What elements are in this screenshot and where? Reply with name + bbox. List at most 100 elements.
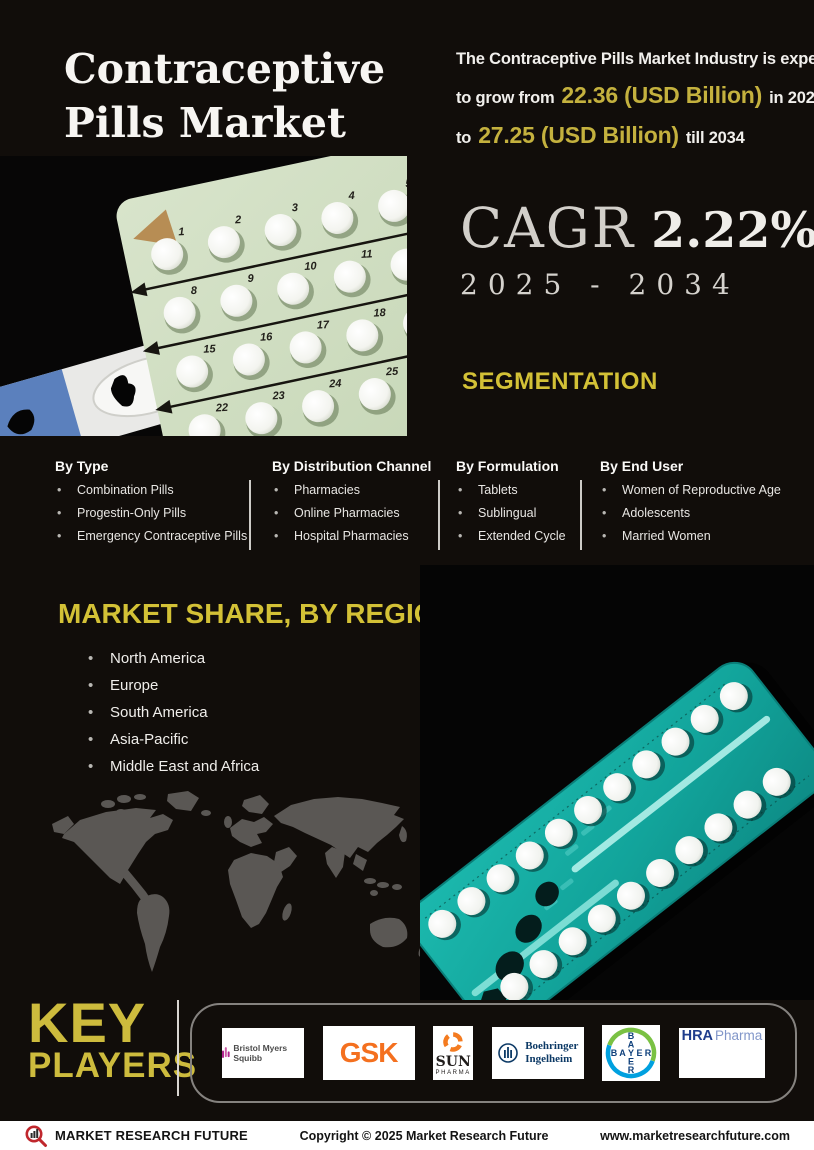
market-value-2025: 22.36 (USD Billion) — [561, 82, 763, 108]
world-map — [52, 791, 430, 972]
segmentation-column-enduser: By End User Women of Reproductive Age Ad… — [600, 458, 805, 552]
bms-hand-icon — [222, 1047, 230, 1058]
svg-text:18: 18 — [373, 307, 387, 320]
svg-text:A: A — [628, 1040, 635, 1050]
pill-pack: 1234567891011121314151617181920212223242… — [116, 156, 407, 436]
svg-text:23: 23 — [271, 390, 285, 403]
logo-text: Pharma — [715, 1028, 763, 1043]
growth-text: to grow from — [456, 89, 555, 107]
growth-line-2: to grow from 22.36 (USD Billion) in 2025 — [456, 82, 814, 109]
svg-text:B: B — [611, 1048, 618, 1058]
segment-item: Sublingual — [456, 506, 586, 520]
column-divider — [580, 480, 582, 550]
svg-text:A: A — [620, 1048, 627, 1058]
svg-text:16: 16 — [260, 331, 274, 344]
segmentation-column-distribution: By Distribution Channel Pharmacies Onlin… — [272, 458, 442, 552]
page-title: Contraceptive Pills Market — [64, 45, 386, 148]
growth-text: in 2025 — [769, 89, 814, 107]
key-players-panel: Bristol Myers Squibb GSK SUN PHARMA Boeh… — [190, 1003, 797, 1103]
footer-brand: MARKET RESEARCH FUTURE — [24, 1124, 248, 1148]
segment-heading: By Distribution Channel — [272, 458, 432, 474]
key-players-title: KEY PLAYERS — [28, 991, 198, 1086]
svg-text:9: 9 — [247, 273, 255, 285]
logo-text: PHARMA — [435, 1070, 471, 1076]
key-players-line2: PLAYERS — [28, 1046, 198, 1086]
blister-pack-illustration: 1234567891011121314151617181920212223242… — [0, 156, 407, 436]
segment-item: Tablets — [456, 483, 586, 497]
market-value-2034: 27.25 (USD Billion) — [478, 122, 679, 148]
svg-text:4: 4 — [347, 190, 355, 202]
growth-statement: The Contraceptive Pills Market Industry … — [456, 50, 814, 149]
segment-item: Online Pharmacies — [272, 506, 442, 520]
segment-item: Emergency Contraceptive Pills — [55, 529, 255, 543]
region-item: South America — [86, 704, 259, 721]
market-research-future-logo — [25, 1125, 47, 1147]
teal-blister-pack-photo: START — [408, 565, 814, 1038]
cagr-period: 2025 - 2034 — [460, 268, 740, 301]
svg-text:24: 24 — [328, 378, 342, 391]
segmentation-column-type: By Type Combination Pills Progestin-Only… — [55, 458, 255, 552]
key-players-divider — [177, 1000, 179, 1096]
logo-gsk: GSK — [322, 1026, 415, 1080]
segment-heading: By End User — [600, 458, 684, 474]
segment-heading: By Formulation — [456, 458, 559, 474]
svg-text:15: 15 — [203, 343, 217, 356]
sun-swirl-icon — [443, 1032, 463, 1052]
growth-text: The Contraceptive Pills Market Industry … — [456, 50, 814, 68]
logo-text-line: Boehringer — [525, 1040, 579, 1053]
segment-item: Pharmacies — [272, 483, 442, 497]
column-divider — [249, 480, 251, 550]
segmentation-title: SEGMENTATION — [462, 368, 658, 395]
logo-text: GSK — [339, 1037, 399, 1068]
segmentation-column-formulation: By Formulation Tablets Sublingual Extend… — [456, 458, 586, 552]
svg-text:22: 22 — [214, 402, 228, 415]
logo-hra-pharma: HRA Pharma — [678, 1028, 765, 1078]
svg-text:11: 11 — [361, 248, 373, 261]
region-item: North America — [86, 650, 259, 667]
svg-text:Y: Y — [628, 1048, 634, 1058]
segment-item: Progestin-Only Pills — [55, 506, 255, 520]
svg-text:17: 17 — [316, 319, 330, 332]
segment-item: Married Women — [600, 529, 805, 543]
svg-text:1: 1 — [178, 226, 185, 238]
svg-text:R: R — [628, 1065, 635, 1075]
logo-bristol-myers-squibb: Bristol Myers Squibb — [222, 1028, 304, 1078]
svg-text:10: 10 — [304, 260, 318, 273]
growth-text: till 2034 — [685, 129, 745, 147]
svg-text:8: 8 — [191, 285, 199, 297]
logo-text: Boehringer Ingelheim — [525, 1040, 578, 1065]
segment-item: Combination Pills — [55, 483, 255, 497]
growth-line-3: to 27.25 (USD Billion) till 2034 — [456, 122, 808, 149]
segment-heading: By Type — [55, 458, 109, 474]
segment-item: Women of Reproductive Age — [600, 483, 805, 497]
region-item: Asia-Pacific — [86, 731, 259, 748]
column-divider — [438, 480, 440, 550]
segment-item: Extended Cycle — [456, 529, 586, 543]
cagr-block: CAGR 2.22% 2025 - 2034 — [460, 196, 814, 301]
growth-line-1: The Contraceptive Pills Market Industry … — [456, 50, 814, 69]
svg-text:5: 5 — [405, 178, 407, 190]
segment-item: Adolescents — [600, 506, 805, 520]
footer-brand-text: MARKET RESEARCH FUTURE — [55, 1128, 248, 1143]
logo-boehringer-ingelheim: Boehringer Ingelheim — [491, 1027, 584, 1079]
logo-sun-pharma: SUN PHARMA — [433, 1026, 474, 1080]
footer: MARKET RESEARCH FUTURE Copyright © 2025 … — [0, 1121, 814, 1150]
teal-pack-illustration: START — [408, 565, 814, 1038]
cagr-label: CAGR — [460, 196, 636, 260]
logo-text: HRA — [681, 1028, 714, 1044]
svg-text:2: 2 — [234, 214, 242, 226]
logo-text: SUN — [435, 1054, 471, 1070]
logo-text-line: Ingelheim — [525, 1053, 573, 1065]
svg-text:R: R — [645, 1048, 652, 1058]
footer-website: www.marketresearchfuture.com — [600, 1128, 790, 1143]
growth-text: to — [456, 129, 472, 147]
region-list: North America Europe South America Asia-… — [86, 650, 259, 785]
svg-text:E: E — [637, 1048, 643, 1058]
footer-copyright: Copyright © 2025 Market Research Future — [299, 1128, 549, 1143]
key-players-line1: KEY — [28, 991, 147, 1054]
logo-text: Bristol Myers Squibb — [233, 1043, 288, 1063]
region-item: Europe — [86, 677, 259, 694]
